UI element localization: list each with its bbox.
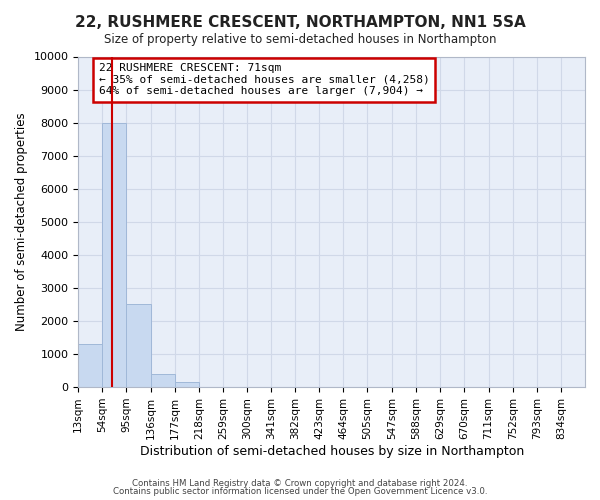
Bar bbox=[175, 382, 199, 387]
Y-axis label: Number of semi-detached properties: Number of semi-detached properties bbox=[15, 112, 28, 331]
Text: Contains HM Land Registry data © Crown copyright and database right 2024.: Contains HM Land Registry data © Crown c… bbox=[132, 478, 468, 488]
Bar bbox=[151, 374, 175, 387]
Text: 22, RUSHMERE CRESCENT, NORTHAMPTON, NN1 5SA: 22, RUSHMERE CRESCENT, NORTHAMPTON, NN1 … bbox=[74, 15, 526, 30]
X-axis label: Distribution of semi-detached houses by size in Northampton: Distribution of semi-detached houses by … bbox=[140, 444, 524, 458]
Bar bbox=[78, 344, 103, 387]
Text: 22 RUSHMERE CRESCENT: 71sqm
← 35% of semi-detached houses are smaller (4,258)
64: 22 RUSHMERE CRESCENT: 71sqm ← 35% of sem… bbox=[98, 63, 429, 96]
Bar bbox=[127, 304, 151, 387]
Text: Size of property relative to semi-detached houses in Northampton: Size of property relative to semi-detach… bbox=[104, 32, 496, 46]
Bar bbox=[103, 122, 127, 387]
Text: Contains public sector information licensed under the Open Government Licence v3: Contains public sector information licen… bbox=[113, 487, 487, 496]
